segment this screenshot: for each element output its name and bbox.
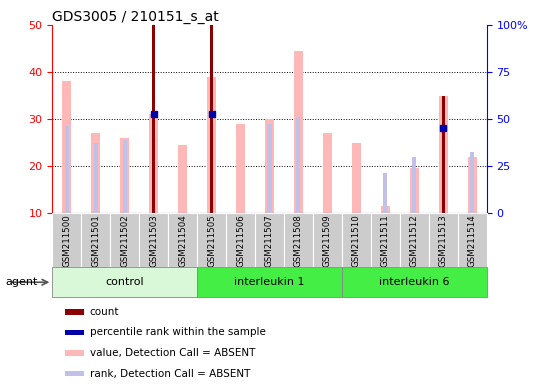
Bar [236,124,245,213]
FancyBboxPatch shape [342,268,487,297]
Text: GSM211511: GSM211511 [381,215,390,268]
Text: interleukin 6: interleukin 6 [379,277,449,287]
FancyBboxPatch shape [139,213,168,267]
Bar [267,124,272,213]
Bar [94,142,98,213]
Bar [62,81,72,213]
Bar [149,114,158,213]
Text: GDS3005 / 210151_s_at: GDS3005 / 210151_s_at [52,10,219,24]
FancyBboxPatch shape [400,213,429,267]
Bar [296,117,300,213]
FancyBboxPatch shape [284,213,313,267]
FancyBboxPatch shape [81,213,110,267]
Bar [152,25,155,213]
Bar [323,133,332,213]
Bar [294,51,303,213]
FancyBboxPatch shape [197,213,226,267]
Text: count: count [90,307,119,317]
Bar [352,142,361,213]
Bar [210,124,213,213]
Text: GSM211502: GSM211502 [120,215,129,268]
Bar [178,145,187,213]
Text: GSM211504: GSM211504 [178,215,187,268]
Bar [152,138,156,213]
Text: GSM211514: GSM211514 [468,215,477,268]
Bar [123,140,127,213]
Bar [210,25,213,213]
Text: interleukin 1: interleukin 1 [234,277,305,287]
Bar [468,157,477,213]
Text: rank, Detection Call = ABSENT: rank, Detection Call = ABSENT [90,369,250,379]
FancyBboxPatch shape [226,213,255,267]
FancyBboxPatch shape [429,213,458,267]
Text: GSM211505: GSM211505 [207,215,216,268]
Text: GSM211503: GSM211503 [149,215,158,268]
FancyBboxPatch shape [197,268,342,297]
FancyBboxPatch shape [52,268,197,297]
Text: GSM211506: GSM211506 [236,215,245,268]
Text: GSM211510: GSM211510 [352,215,361,268]
Text: GSM211507: GSM211507 [265,215,274,268]
Bar [470,152,474,213]
Text: GSM211512: GSM211512 [410,215,419,268]
Bar [412,157,416,213]
Text: GSM211508: GSM211508 [294,215,303,268]
Bar [265,119,274,213]
FancyBboxPatch shape [342,213,371,267]
Bar [65,371,84,376]
FancyBboxPatch shape [255,213,284,267]
Text: GSM211501: GSM211501 [91,215,100,268]
Bar [410,169,419,213]
Bar [442,96,445,213]
Bar [65,126,69,213]
Bar [65,329,84,335]
Text: agent: agent [6,277,38,287]
Bar [381,206,390,213]
Bar [91,133,100,213]
Text: control: control [106,277,144,287]
Text: GSM211513: GSM211513 [439,215,448,268]
FancyBboxPatch shape [313,213,342,267]
Text: value, Detection Call = ABSENT: value, Detection Call = ABSENT [90,348,255,358]
Bar [207,77,216,213]
FancyBboxPatch shape [371,213,400,267]
FancyBboxPatch shape [458,213,487,267]
Text: GSM211509: GSM211509 [323,215,332,267]
FancyBboxPatch shape [110,213,139,267]
Bar [383,173,387,213]
Text: percentile rank within the sample: percentile rank within the sample [90,328,266,338]
Bar [439,96,448,213]
FancyBboxPatch shape [52,213,81,267]
FancyBboxPatch shape [168,213,197,267]
Bar [441,128,446,213]
Text: GSM211500: GSM211500 [62,215,72,268]
Bar [120,138,129,213]
Bar [65,350,84,356]
Bar [65,309,84,314]
